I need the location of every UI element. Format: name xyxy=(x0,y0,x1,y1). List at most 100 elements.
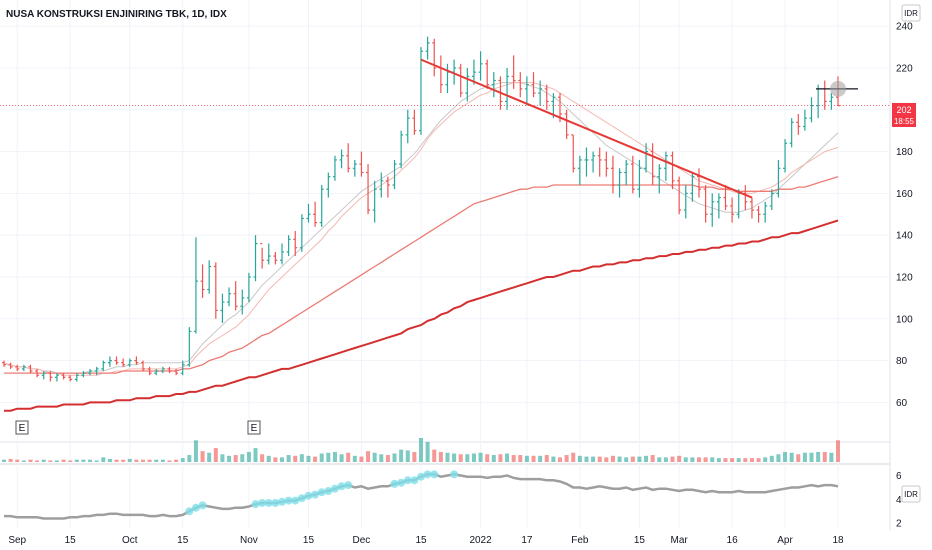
volume-bar xyxy=(213,448,218,462)
volume-bar xyxy=(339,454,344,462)
rsi-tick-label: 2 xyxy=(896,519,902,530)
volume-bar xyxy=(829,452,834,462)
volume-bar xyxy=(822,451,827,462)
price-tick-label: 240 xyxy=(896,22,913,33)
volume-bar xyxy=(419,438,423,462)
rsi-tick-label: 4 xyxy=(896,495,902,506)
volume-bar xyxy=(48,460,53,462)
volume-bar xyxy=(54,460,59,462)
volume-bar xyxy=(690,457,695,462)
volume-bar xyxy=(730,458,735,462)
volume-bar xyxy=(538,455,543,462)
volume-bar xyxy=(802,452,807,462)
volume-bar xyxy=(379,454,384,462)
price-tick-label: 80 xyxy=(896,356,908,367)
volume-bar xyxy=(776,454,781,462)
axis-layer: 2402202001801601401201008060642Sep15Oct1… xyxy=(8,22,913,546)
volume-bar xyxy=(193,440,198,462)
volume-bar xyxy=(266,455,271,462)
volume-bar xyxy=(683,457,688,462)
rs-new-high-dot xyxy=(251,500,260,509)
volume-bar xyxy=(200,451,205,462)
volume-bar xyxy=(127,458,132,462)
time-tick-label: Apr xyxy=(777,535,793,546)
volume-bar xyxy=(783,451,788,462)
volume-bar xyxy=(121,459,126,462)
rs-new-high-dot xyxy=(264,498,273,507)
volume-bar xyxy=(21,460,26,462)
volume-bar xyxy=(293,455,298,462)
time-tick-label: 16 xyxy=(727,535,739,546)
volume-bar xyxy=(273,457,278,462)
volume-bar xyxy=(558,457,562,462)
earnings-marker-2-label: E xyxy=(251,423,258,434)
volume-bar xyxy=(597,456,602,462)
volume-bar xyxy=(703,457,708,462)
price-tick-label: 220 xyxy=(896,63,913,74)
volume-bar xyxy=(114,459,119,462)
price-tick-label: 120 xyxy=(896,272,913,283)
rs-new-high-dot xyxy=(258,498,267,507)
volume-bar xyxy=(366,451,371,462)
volume-bar xyxy=(28,459,33,462)
volume-bar xyxy=(716,458,721,462)
time-tick-label: 17 xyxy=(521,535,533,546)
rsi-currency-badge[interactable]: IDR xyxy=(901,485,921,503)
volume-bar xyxy=(577,455,582,462)
volume-bar xyxy=(630,456,635,462)
volume-bar xyxy=(246,451,251,462)
rs-new-high-dot xyxy=(185,507,194,516)
volume-bar xyxy=(836,440,840,462)
volume-bar xyxy=(385,455,390,462)
volume-bar xyxy=(498,454,503,462)
volume-bar xyxy=(710,457,715,462)
volume-bar xyxy=(101,457,106,462)
volume-bar xyxy=(220,454,225,462)
volume-bar xyxy=(743,458,748,462)
rs-new-high-dot xyxy=(284,496,293,505)
volume-bar xyxy=(399,449,404,462)
volume-bar xyxy=(624,457,629,462)
rs-new-high-dot xyxy=(304,491,313,500)
volume-bar xyxy=(610,455,615,462)
volume-bar xyxy=(809,452,814,462)
volume-bar xyxy=(286,455,291,462)
volume-bar xyxy=(94,460,99,462)
time-tick-label: Sep xyxy=(8,535,26,546)
volume-bar xyxy=(584,456,589,462)
volume-bar xyxy=(107,458,112,462)
volume-bar xyxy=(15,459,20,462)
volume-bar xyxy=(505,453,510,462)
volume-bar xyxy=(723,458,728,462)
volume-bar xyxy=(167,460,172,462)
trend-line xyxy=(420,58,753,199)
volume-bar xyxy=(458,454,463,462)
ma-dark-line xyxy=(4,219,839,412)
rs-new-high-dot xyxy=(311,490,320,499)
rs-new-high-dot xyxy=(390,479,399,488)
volume-bar xyxy=(392,453,397,462)
price-tick-label: 180 xyxy=(896,147,913,158)
time-tick-label: 18 xyxy=(832,535,844,546)
volume-bar xyxy=(591,456,596,462)
rs-new-high-dot xyxy=(430,470,439,479)
volume-bar xyxy=(650,455,655,462)
rsi-tick-label: 6 xyxy=(896,471,902,482)
earnings-marker-1[interactable]: E xyxy=(15,420,29,435)
volume-bar xyxy=(207,452,212,462)
volume-bar xyxy=(637,456,642,462)
earnings-marker-2[interactable]: E xyxy=(247,420,261,435)
volume-bar xyxy=(478,452,483,462)
volume-bar xyxy=(35,460,40,462)
volume-bar xyxy=(372,452,377,462)
volume-bar xyxy=(319,453,324,462)
currency-badge[interactable]: IDR xyxy=(901,4,921,22)
volume-bar xyxy=(233,455,238,462)
rs-new-high-dot xyxy=(191,503,200,512)
volume-bar xyxy=(260,454,265,462)
rs-new-high-dot xyxy=(291,496,300,505)
volume-bar xyxy=(68,460,73,462)
volume-bar xyxy=(524,455,529,462)
time-tick-label: 15 xyxy=(65,535,77,546)
